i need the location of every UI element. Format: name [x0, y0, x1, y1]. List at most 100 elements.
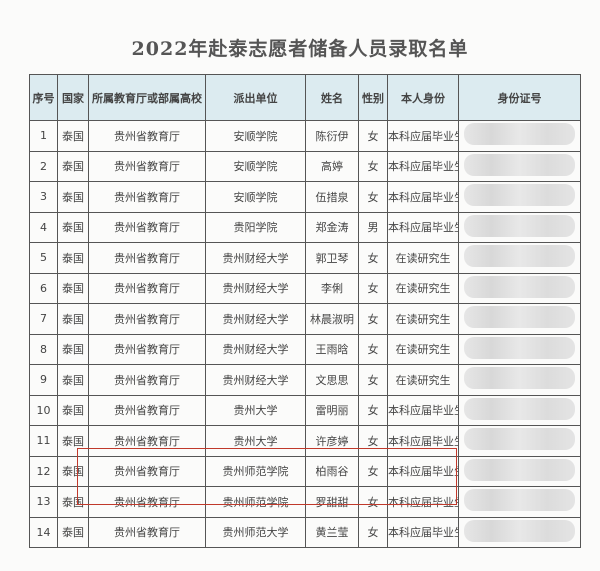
cell-id-number	[458, 211, 581, 243]
table-row: 7 泰国 贵州省教育厅 贵州财经大学 林晨淑明女在读研究生	[29, 303, 581, 335]
cell-row-number: 8	[29, 333, 58, 365]
cell-status: 在读研究生	[387, 303, 459, 335]
cell-status: 在读研究生	[387, 333, 459, 365]
cell-sending-unit: 贵州师范学院	[205, 455, 306, 487]
cell-row-number: 12	[29, 455, 58, 487]
cell-id-number	[458, 272, 581, 304]
cell-gender: 女	[358, 303, 388, 335]
redacted-id	[463, 214, 576, 237]
cell-country: 泰国	[57, 242, 89, 274]
cell-country: 泰国	[57, 303, 89, 335]
cell-sending-unit: 贵州师范学院	[205, 486, 306, 518]
cell-sending-unit: 贵阳学院	[205, 211, 306, 243]
cell-gender: 女	[358, 455, 388, 487]
cell-education-dept: 贵州省教育厅	[88, 120, 206, 152]
cell-gender: 女	[358, 272, 388, 304]
table-row: 11 泰国 贵州省教育厅 贵州大学 许彦婷女本科应届毕业生	[29, 425, 581, 457]
column-header: 派出单位	[205, 74, 306, 121]
cell-gender: 女	[358, 242, 388, 274]
redacted-id	[463, 306, 576, 329]
cell-status: 本科应届毕业生	[387, 394, 459, 426]
cell-id-number	[458, 181, 581, 213]
cell-country: 泰国	[57, 211, 89, 243]
cell-country: 泰国	[57, 272, 89, 304]
cell-country: 泰国	[57, 333, 89, 365]
column-header: 姓名	[305, 74, 359, 121]
cell-status: 本科应届毕业生	[387, 120, 459, 152]
cell-status: 本科应届毕业生	[387, 211, 459, 243]
cell-name: 王雨晗	[305, 333, 359, 365]
redacted-id	[463, 428, 576, 451]
cell-name: 林晨淑明	[305, 303, 359, 335]
cell-education-dept: 贵州省教育厅	[88, 333, 206, 365]
cell-id-number	[458, 425, 581, 457]
cell-row-number: 14	[29, 516, 58, 548]
cell-education-dept: 贵州省教育厅	[88, 364, 206, 396]
cell-status: 在读研究生	[387, 272, 459, 304]
cell-name: 郭卫琴	[305, 242, 359, 274]
redacted-id	[463, 367, 576, 390]
cell-sending-unit: 贵州大学	[205, 394, 306, 426]
redacted-id	[463, 184, 576, 207]
cell-row-number: 13	[29, 486, 58, 518]
cell-status: 本科应届毕业生	[387, 486, 459, 518]
cell-name: 陈衍伊	[305, 120, 359, 152]
cell-name: 高婷	[305, 150, 359, 182]
cell-country: 泰国	[57, 364, 89, 396]
cell-id-number	[458, 364, 581, 396]
column-header: 序号	[29, 74, 58, 121]
cell-sending-unit: 贵州财经大学	[205, 242, 306, 274]
cell-id-number	[458, 242, 581, 274]
cell-status: 本科应届毕业生	[387, 181, 459, 213]
redacted-id	[463, 153, 576, 176]
cell-country: 泰国	[57, 181, 89, 213]
cell-status: 在读研究生	[387, 364, 459, 396]
table-row: 1 泰国 贵州省教育厅 安顺学院 陈衍伊女本科应届毕业生	[29, 120, 581, 152]
cell-gender: 女	[358, 364, 388, 396]
cell-name: 柏雨谷	[305, 455, 359, 487]
cell-name: 郑金涛	[305, 211, 359, 243]
table-row: 9 泰国 贵州省教育厅 贵州财经大学 文思思女在读研究生	[29, 364, 581, 396]
table-row: 5 泰国 贵州省教育厅 贵州财经大学 郭卫琴女在读研究生	[29, 242, 581, 274]
cell-name: 黄兰莹	[305, 516, 359, 548]
cell-sending-unit: 贵州师范大学	[205, 516, 306, 548]
cell-status: 本科应届毕业生	[387, 425, 459, 457]
cell-gender: 女	[358, 333, 388, 365]
cell-country: 泰国	[57, 150, 89, 182]
cell-name: 文思思	[305, 364, 359, 396]
cell-sending-unit: 安顺学院	[205, 181, 306, 213]
cell-id-number	[458, 120, 581, 152]
column-header: 国家	[57, 74, 89, 121]
cell-name: 伍措泉	[305, 181, 359, 213]
cell-sending-unit: 贵州财经大学	[205, 303, 306, 335]
cell-name: 罗甜甜	[305, 486, 359, 518]
cell-name: 李俐	[305, 272, 359, 304]
cell-sending-unit: 贵州财经大学	[205, 333, 306, 365]
cell-row-number: 2	[29, 150, 58, 182]
cell-country: 泰国	[57, 394, 89, 426]
table-row: 12 泰国 贵州省教育厅 贵州师范学院 柏雨谷女本科应届毕业生	[29, 455, 581, 487]
table-row: 10 泰国 贵州省教育厅 贵州大学 雷明丽女本科应届毕业生	[29, 394, 581, 426]
column-header: 所属教育厅或部属高校	[88, 74, 206, 121]
cell-status: 本科应届毕业生	[387, 455, 459, 487]
cell-education-dept: 贵州省教育厅	[88, 150, 206, 182]
cell-country: 泰国	[57, 120, 89, 152]
table-row: 8 泰国 贵州省教育厅 贵州财经大学 王雨晗女在读研究生	[29, 333, 581, 365]
cell-gender: 女	[358, 120, 388, 152]
redacted-id	[463, 397, 576, 420]
table-row: 3 泰国 贵州省教育厅 安顺学院 伍措泉女本科应届毕业生	[29, 181, 581, 213]
column-header: 性别	[358, 74, 388, 121]
cell-id-number	[458, 333, 581, 365]
redacted-id	[463, 275, 576, 298]
cell-status: 本科应届毕业生	[387, 516, 459, 548]
table-row: 6 泰国 贵州省教育厅 贵州财经大学 李俐女在读研究生	[29, 272, 581, 304]
cell-row-number: 7	[29, 303, 58, 335]
redacted-id	[463, 458, 576, 481]
cell-gender: 男	[358, 211, 388, 243]
cell-row-number: 9	[29, 364, 58, 396]
cell-row-number: 4	[29, 211, 58, 243]
table-row: 4 泰国 贵州省教育厅 贵阳学院 郑金涛男本科应届毕业生	[29, 211, 581, 243]
column-header: 身份证号	[458, 74, 581, 121]
document-title: 2022年赴泰志愿者储备人员录取名单	[131, 38, 469, 60]
table-row: 2 泰国 贵州省教育厅 安顺学院 高婷女本科应届毕业生	[29, 150, 581, 182]
